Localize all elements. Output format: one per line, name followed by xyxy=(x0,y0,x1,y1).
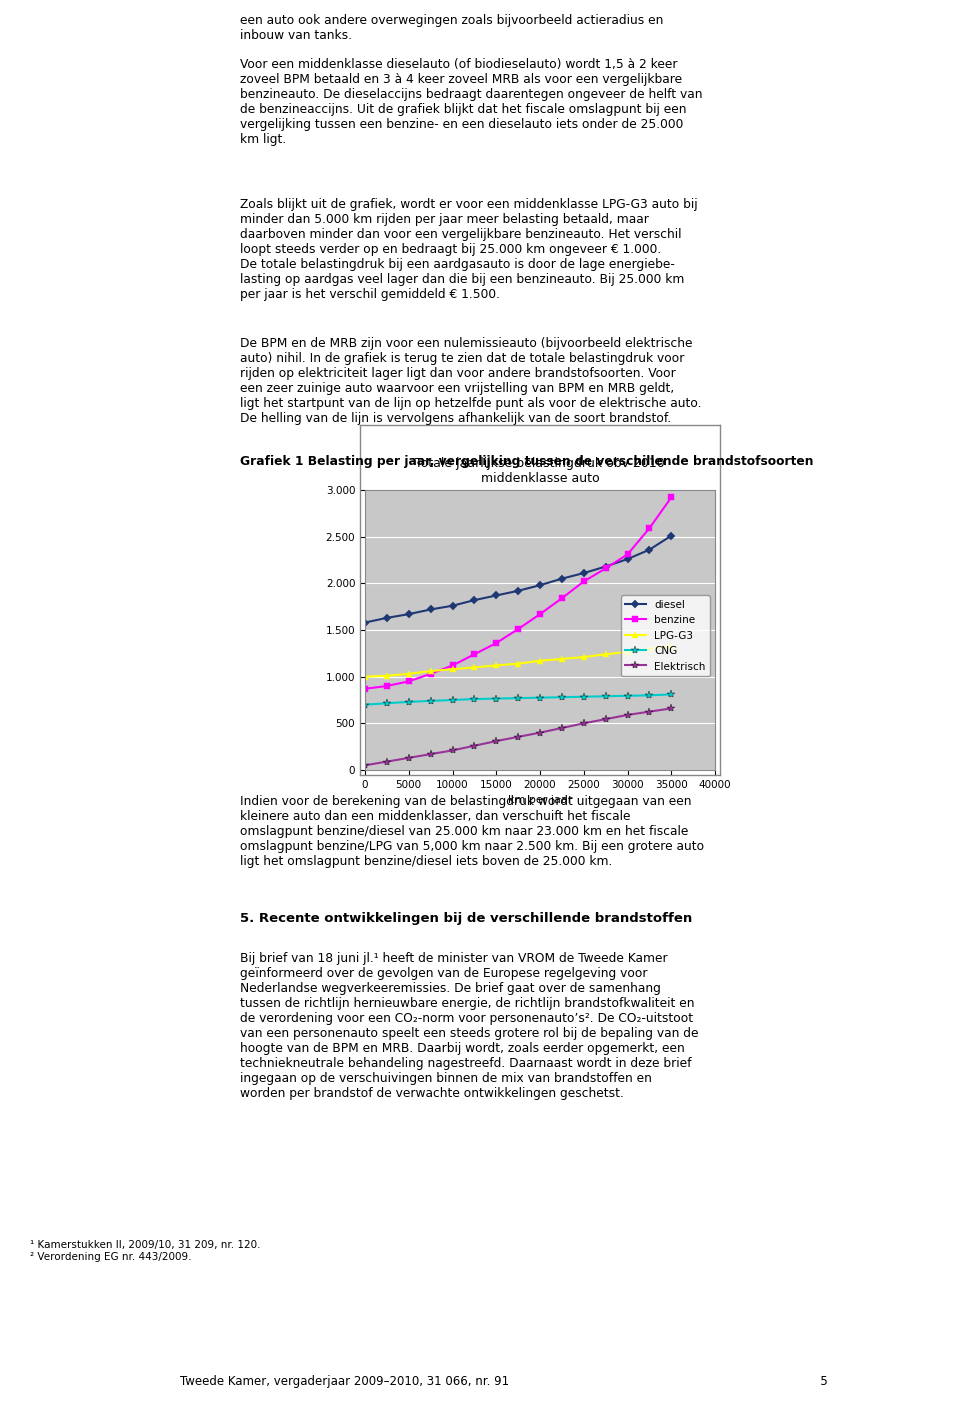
Line: Elektrisch: Elektrisch xyxy=(361,704,676,770)
benzine xyxy=(513,621,524,638)
benzine xyxy=(381,677,393,694)
diesel xyxy=(381,610,393,627)
CNG xyxy=(600,688,612,705)
Elektrisch xyxy=(665,700,677,716)
Line: CNG: CNG xyxy=(361,690,676,709)
diesel xyxy=(425,601,437,618)
LPG-G3 xyxy=(381,667,393,684)
Elektrisch xyxy=(600,711,612,728)
benzine xyxy=(425,666,437,683)
Elektrisch xyxy=(534,725,545,742)
LPG-G3 xyxy=(446,660,458,677)
Elektrisch xyxy=(425,746,437,763)
CNG xyxy=(665,686,677,702)
benzine xyxy=(359,680,371,697)
Elektrisch xyxy=(643,704,655,721)
benzine xyxy=(446,658,458,674)
diesel xyxy=(468,592,480,608)
CNG xyxy=(446,691,458,708)
Elektrisch xyxy=(359,757,371,774)
benzine xyxy=(468,646,480,663)
diesel xyxy=(491,587,502,604)
benzine xyxy=(578,573,589,590)
Line: LPG-G3: LPG-G3 xyxy=(362,642,675,680)
CNG xyxy=(534,690,545,707)
Text: ¹ Kamerstukken II, 2009/10, 31 209, nr. 120.
² Verordening EG nr. 443/2009.: ¹ Kamerstukken II, 2009/10, 31 209, nr. … xyxy=(30,1239,260,1262)
benzine xyxy=(622,545,634,562)
LPG-G3 xyxy=(556,651,567,667)
Elektrisch xyxy=(513,729,524,746)
Elektrisch xyxy=(381,753,393,770)
CNG xyxy=(578,688,589,705)
Text: Zoals blijkt uit de grafiek, wordt er voor een middenklasse LPG-G3 auto bij
mind: Zoals blijkt uit de grafiek, wordt er vo… xyxy=(240,198,698,301)
benzine xyxy=(403,673,415,690)
diesel xyxy=(513,582,524,599)
diesel xyxy=(446,597,458,614)
Elektrisch xyxy=(403,750,415,767)
CNG xyxy=(643,687,655,704)
Text: De BPM en de MRB zijn voor een nulemissieauto (bijvoorbeeld elektrische
auto) ni: De BPM en de MRB zijn voor een nulemissi… xyxy=(240,336,702,425)
benzine xyxy=(643,520,655,537)
Elektrisch xyxy=(491,733,502,750)
Line: diesel: diesel xyxy=(362,533,674,625)
LPG-G3 xyxy=(491,658,502,674)
diesel xyxy=(665,527,677,544)
Title: Totale jaarlijkse belastingdruk obv 2010
middenklasse auto: Totale jaarlijkse belastingdruk obv 2010… xyxy=(415,457,665,485)
benzine xyxy=(600,559,612,576)
Elektrisch xyxy=(556,719,567,736)
Text: Indien voor de berekening van de belastingdruk wordt uitgegaan van een
kleinere : Indien voor de berekening van de belasti… xyxy=(240,795,704,868)
diesel xyxy=(534,576,545,593)
CNG xyxy=(425,693,437,709)
Text: Bij brief van 18 juni jl.¹ heeft de minister van VROM de Tweede Kamer
geïnformee: Bij brief van 18 juni jl.¹ heeft de mini… xyxy=(240,952,699,1101)
LPG-G3 xyxy=(643,641,655,658)
diesel xyxy=(578,565,589,582)
CNG xyxy=(381,695,393,712)
X-axis label: km per jaar: km per jaar xyxy=(508,795,572,805)
LPG-G3 xyxy=(425,663,437,680)
LPG-G3 xyxy=(578,649,589,666)
LPG-G3 xyxy=(622,644,634,660)
diesel xyxy=(622,551,634,568)
Text: Voor een middenklasse dieselauto (of biodieselauto) wordt 1,5 à 2 keer
zoveel BP: Voor een middenklasse dieselauto (of bio… xyxy=(240,57,703,146)
CNG xyxy=(491,690,502,707)
CNG xyxy=(468,691,480,708)
diesel xyxy=(600,558,612,575)
diesel xyxy=(403,606,415,622)
LPG-G3 xyxy=(534,652,545,669)
Line: benzine: benzine xyxy=(362,495,674,691)
LPG-G3 xyxy=(665,638,677,655)
benzine xyxy=(534,606,545,622)
Text: Tweede Kamer, vergaderjaar 2009–2010, 31 066, nr. 91                            : Tweede Kamer, vergaderjaar 2009–2010, 31… xyxy=(180,1375,828,1388)
Text: 5. Recente ontwikkelingen bij de verschillende brandstoffen: 5. Recente ontwikkelingen bij de verschi… xyxy=(240,911,692,925)
Text: Grafiek 1 Belasting per jaar, vergelijking tussen de verschillende brandstofsoor: Grafiek 1 Belasting per jaar, vergelijki… xyxy=(240,456,813,468)
CNG xyxy=(513,690,524,707)
Elektrisch xyxy=(468,737,480,754)
Elektrisch xyxy=(578,715,589,732)
CNG xyxy=(622,687,634,704)
Elektrisch xyxy=(446,742,458,758)
benzine xyxy=(665,489,677,506)
diesel xyxy=(643,541,655,558)
benzine xyxy=(491,635,502,652)
Legend: diesel, benzine, LPG-G3, CNG, Elektrisch: diesel, benzine, LPG-G3, CNG, Elektrisch xyxy=(621,596,709,676)
CNG xyxy=(359,697,371,714)
CNG xyxy=(403,694,415,711)
LPG-G3 xyxy=(403,666,415,683)
LPG-G3 xyxy=(600,646,612,663)
Elektrisch xyxy=(622,707,634,723)
LPG-G3 xyxy=(468,659,480,676)
diesel xyxy=(359,614,371,631)
LPG-G3 xyxy=(359,669,371,686)
Text: een auto ook andere overwegingen zoals bijvoorbeeld actieradius en
inbouw van ta: een auto ook andere overwegingen zoals b… xyxy=(240,14,663,42)
benzine xyxy=(556,590,567,607)
LPG-G3 xyxy=(513,655,524,672)
diesel xyxy=(556,571,567,587)
CNG xyxy=(556,688,567,705)
